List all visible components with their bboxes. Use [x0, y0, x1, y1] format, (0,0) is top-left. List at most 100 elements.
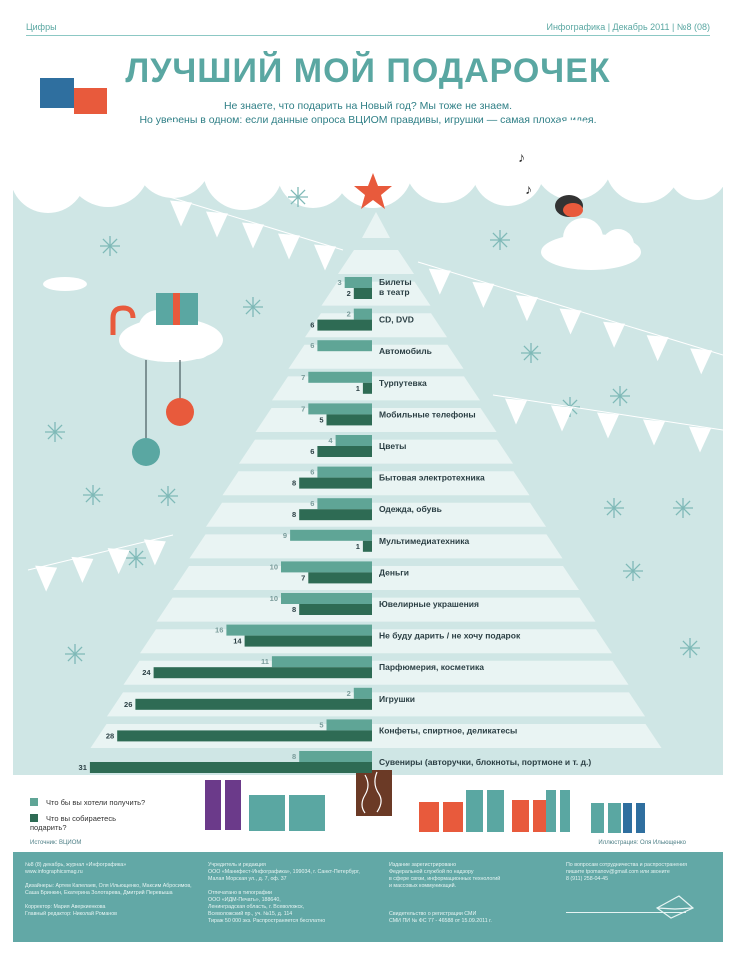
envelope-icon: [655, 895, 695, 919]
bar-give: [135, 698, 372, 710]
category-label: Парфюмерия, косметика: [379, 662, 484, 672]
bar-give: [317, 319, 372, 331]
value-label-want: 16: [215, 626, 223, 635]
tree-stripe: [189, 534, 563, 559]
bunting-left-flag: [143, 539, 166, 566]
snowflake-ray: [102, 238, 118, 254]
ornament-icon: [166, 398, 194, 426]
bunting-left-flag: [71, 556, 94, 583]
bunting-left-flag: [107, 548, 130, 575]
page-title: ЛУЧШИЙ МОЙ ПОДАРОЧЕК: [125, 52, 611, 90]
trunk-grain: [361, 771, 382, 814]
bar-give: [299, 509, 372, 521]
bar-want: [271, 656, 372, 668]
subtitle-line-2: Но уверены в одном: если данные опроса В…: [139, 114, 597, 126]
snowflake-ray: [492, 232, 508, 248]
bar-give: [299, 604, 372, 615]
tree-stripe: [107, 692, 645, 717]
tree-tip: [362, 212, 390, 238]
snowflake-ray: [128, 550, 144, 566]
value-label-want: 2: [347, 310, 351, 319]
snowflake-icon: [65, 644, 85, 664]
tree-stripes: [90, 212, 662, 816]
bar-want: [281, 561, 372, 573]
category-label: Мультимедиатехника: [379, 536, 469, 546]
snowflake-ray: [523, 345, 539, 361]
gift-ribbon: [529, 800, 533, 832]
bunting-right-flag: [472, 281, 495, 308]
legend-swatch-want: [30, 798, 38, 806]
bunting-right-lower-string: [492, 394, 723, 431]
bunting-top-left-flag: [314, 244, 336, 271]
category-label: Мобильные телефоны: [379, 409, 476, 419]
value-label-want: 8: [292, 752, 296, 761]
tree-stripe: [90, 724, 662, 748]
value-label-give: 14: [233, 637, 242, 646]
snowflake-icon: [83, 485, 103, 505]
tree-stripe: [156, 597, 596, 622]
value-label-want: 6: [310, 341, 314, 350]
bunting-right-flag: [559, 308, 582, 335]
snowflake-icon: [610, 386, 630, 406]
footer-col-contact: По вопросам сотрудничества и распростран…: [566, 862, 687, 882]
cloud-right-puff: [563, 218, 603, 258]
bar-want: [299, 751, 372, 762]
bar-want: [344, 277, 372, 288]
value-label-give: 6: [310, 321, 314, 330]
value-label-want: 2: [347, 689, 351, 698]
bar-want: [326, 719, 372, 731]
tree-stripe: [239, 439, 513, 464]
snowflake-ray: [47, 424, 63, 440]
bunting-right-flag: [515, 295, 538, 322]
category-label: Цветы: [379, 441, 406, 451]
gift-ribbon: [483, 790, 487, 832]
bunting-right-flag: [690, 348, 713, 375]
category-label: Сувениры (авторучки, блокноты, портмоне …: [379, 757, 591, 767]
bar-want: [317, 498, 372, 510]
bunting-right-lower-flag: [643, 419, 665, 446]
legend-item-want: Что бы вы хотели получить?: [30, 798, 145, 807]
bunting-right-flag: [646, 335, 669, 362]
snowflake-ray: [612, 388, 628, 404]
category-label: Автомобиль: [379, 346, 432, 356]
value-label-give: 28: [106, 731, 114, 740]
snowflake-icon: [288, 187, 308, 207]
gift-ribbon: [556, 790, 560, 832]
footer-col-editorial: №8 (8) декабрь, журнал «Инфографика» www…: [25, 862, 192, 917]
category-label: Турпутевка: [379, 378, 427, 388]
subtitle-line-1: Не знаете, что подарить на Новый год? Мы…: [223, 100, 513, 112]
section-label: Цифры: [26, 22, 57, 32]
chart-legend: Что бы вы хотели получить? Что вы собира…: [13, 792, 153, 832]
gift-ribbon: [285, 795, 289, 831]
value-label-give: 24: [142, 668, 151, 677]
value-label-give: 6: [310, 447, 314, 456]
category-label: Билеты в театр: [379, 277, 412, 297]
bunting-top-left-flag: [170, 200, 192, 227]
ornament-icon: [132, 438, 160, 466]
tree-stripe: [206, 502, 546, 527]
value-label-want: 10: [270, 562, 278, 571]
snowflake-icon: [100, 236, 120, 256]
gift-ribbon: [604, 803, 608, 833]
value-label-give: 1: [356, 384, 360, 393]
bar-want: [353, 687, 372, 699]
footer-line: [566, 912, 686, 913]
bar-want: [353, 308, 372, 320]
illustration-credit: Иллюстрация: Оля Ильющенко: [598, 840, 686, 846]
chart-bars: [89, 277, 373, 773]
legend-item-give: Что вы собираетесь подарить?: [30, 814, 153, 832]
value-label-give: 8: [292, 510, 296, 519]
category-label: Игрушки: [379, 694, 415, 704]
category-label: CD, DVD: [379, 315, 414, 325]
bunting-right-lower-flag: [505, 398, 527, 425]
bar-want: [317, 340, 372, 352]
category-label: Одежда, обувь: [379, 504, 442, 514]
snowflake-ray: [245, 299, 261, 315]
bunting-right-string: [417, 261, 723, 356]
bar-give: [326, 414, 372, 426]
value-label-give: 8: [292, 605, 296, 614]
bar-give: [353, 288, 372, 299]
bar-give: [362, 540, 372, 552]
footer-col-registration: Издание зарегистрировано Федеральной слу…: [389, 862, 501, 924]
value-label-want: 4: [328, 436, 333, 445]
